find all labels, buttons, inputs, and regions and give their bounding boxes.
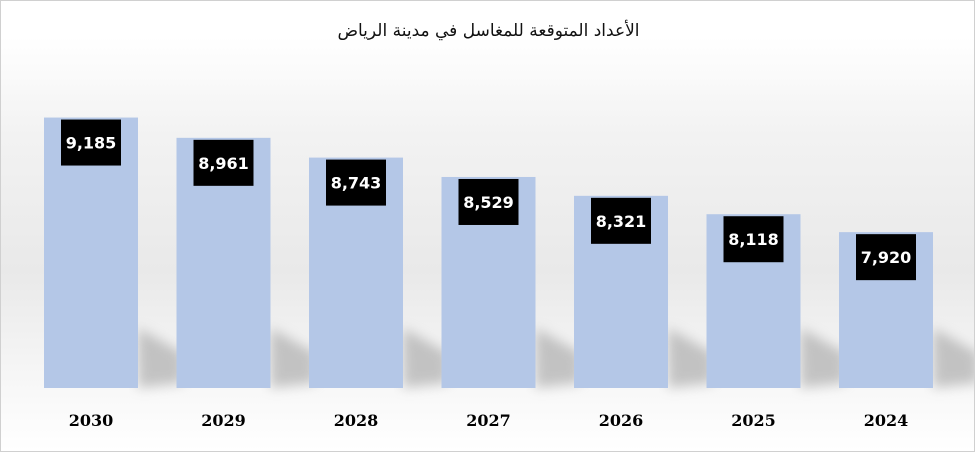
x-tick-label: 2030 [69,411,114,430]
x-tick-label: 2028 [334,411,379,430]
data-label: 8,118 [728,230,779,249]
x-tick-labels: 2030 2029 2028 2027 2026 2025 2024 [69,411,909,430]
bar-shadow [270,328,316,388]
data-label-box [723,216,784,263]
data-label: 8,321 [596,212,647,231]
bar-shadow [535,328,581,388]
bar-shadow [800,328,846,388]
data-labels: 9,185 8,961 8,743 8,529 8,321 8,118 7,920 [61,119,916,281]
bars [44,117,933,389]
data-label: 8,743 [331,174,382,193]
x-tick-label: 2026 [599,411,644,430]
x-tick-label: 2027 [466,411,511,430]
x-tick-label: 2024 [864,411,909,430]
bar-shadows [138,328,974,388]
data-label-box [458,178,519,225]
x-tick-label: 2025 [731,411,776,430]
data-label: 9,185 [66,134,117,153]
data-label-box [591,197,651,244]
data-label-box [856,234,916,281]
bar-shadow [403,328,448,388]
data-label: 7,920 [861,248,912,267]
data-label-box [61,119,121,166]
bar-shadow [138,328,183,388]
data-label-box [193,139,254,186]
bar-shadow [668,328,713,388]
data-label: 8,529 [463,193,514,212]
x-tick-label: 2029 [201,411,246,430]
chart-title: الأعداد المتوقعة للمغاسل في مدينة الرياض [337,21,640,41]
bar-shadow [933,328,974,388]
data-label: 8,961 [198,154,249,173]
data-label-box [326,159,386,206]
